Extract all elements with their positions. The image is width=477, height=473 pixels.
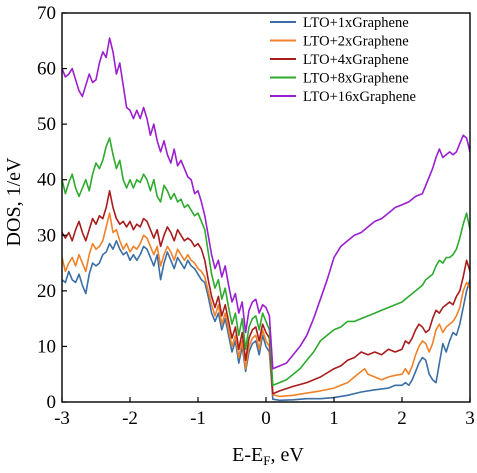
series-line-5 xyxy=(62,37,470,370)
x-axis-title-main: E-E xyxy=(232,444,263,466)
legend-label-1: LTO+1xGraphene xyxy=(303,15,409,31)
legend: LTO+1xGraphene LTO+2xGraphene LTO+4xGraphe… xyxy=(270,15,416,105)
x-tick-label: 0 xyxy=(261,408,271,429)
series-line-1 xyxy=(62,240,470,402)
y-tick-label: 10 xyxy=(37,336,56,357)
y-tick-label: 50 xyxy=(37,114,56,135)
x-tick-label: -1 xyxy=(190,408,206,429)
legend-label-3: LTO+4xGraphene xyxy=(303,52,409,68)
y-axis-title: DOS, 1/eV xyxy=(3,157,25,246)
y-tick-label: 70 xyxy=(37,3,56,24)
y-tick-label: 40 xyxy=(37,170,56,191)
series-layer xyxy=(62,37,470,402)
x-axis-title-unit: , eV xyxy=(271,444,305,466)
series-line-2 xyxy=(62,212,470,398)
x-tick-label: -3 xyxy=(54,408,70,429)
y-tick-label: 60 xyxy=(37,59,56,80)
y-tick-label: 0 xyxy=(47,392,57,413)
x-tick-label: 2 xyxy=(397,408,407,429)
legend-label-2: LTO+2xGraphene xyxy=(303,34,409,50)
y-tick-label: 30 xyxy=(37,225,56,246)
x-tick-label: -2 xyxy=(122,408,138,429)
x-tick-label: 3 xyxy=(465,408,475,429)
series-line-4 xyxy=(62,137,470,387)
x-tick-label: 1 xyxy=(329,408,339,429)
x-axis-title: E-EF, eV xyxy=(232,444,304,468)
legend-label-5: LTO+16xGraphene xyxy=(303,89,416,105)
legend-label-4: LTO+8xGraphene xyxy=(303,71,409,87)
y-tick-label: 20 xyxy=(37,281,56,302)
series-line-3 xyxy=(62,190,470,395)
x-axis-title-subscript: F xyxy=(263,453,270,468)
